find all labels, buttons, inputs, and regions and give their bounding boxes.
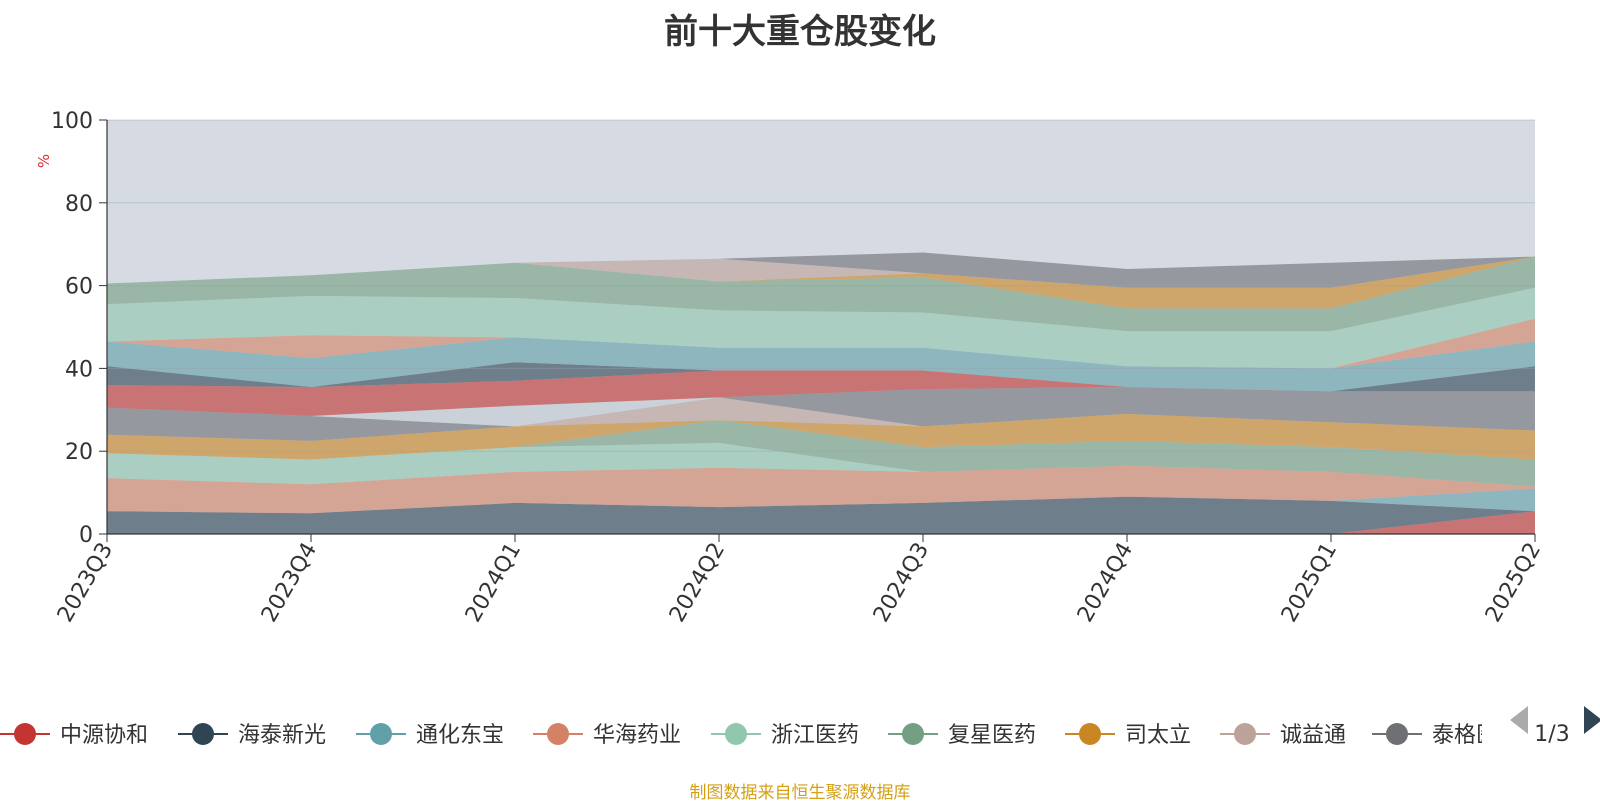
x-tick-label: 2024Q1: [461, 539, 526, 627]
legend-item[interactable]: 海泰新光: [178, 723, 326, 748]
legend-label: 诚益通: [1280, 723, 1346, 748]
y-tick-label: 60: [65, 275, 93, 300]
legend-label: 华海药业: [593, 723, 681, 748]
legend-marker: [902, 723, 924, 745]
legend-label: 海泰新光: [238, 723, 326, 748]
legend-item[interactable]: 华海药业: [533, 723, 681, 748]
area-series: [107, 337, 1535, 392]
area-series: [107, 397, 1535, 441]
legend-label: 泰格医药: [1432, 723, 1520, 748]
legend-next-icon[interactable]: [1584, 706, 1600, 734]
area-series: [107, 420, 1535, 487]
area-series: [107, 256, 1535, 332]
y-tick-label: 100: [51, 109, 93, 134]
area-series: [107, 442, 1535, 487]
legend-marker: [1234, 723, 1256, 745]
legend-page-indicator: 1/3: [1534, 722, 1569, 747]
y-tick-label: 0: [79, 523, 93, 548]
y-tick-label: 80: [65, 192, 93, 217]
area-series: [107, 252, 1535, 288]
legend: 中源协和 海泰新光 通化东宝 华海药业 浙江医药 复星医药 司太立 诚益通 泰格医药: [0, 723, 1520, 748]
legend-item[interactable]: 复星医药: [888, 723, 1036, 748]
area-series: [107, 362, 1535, 392]
legend-item[interactable]: 泰格医药: [1372, 723, 1520, 748]
legend-marker: [370, 723, 392, 745]
x-tick-label: 2025Q1: [1277, 539, 1342, 627]
x-tick-label: 2023Q4: [257, 539, 322, 627]
area-series: [107, 413, 1535, 460]
legend-item[interactable]: 浙江医药: [711, 723, 859, 748]
y-tick-label: 40: [65, 357, 93, 382]
legend-marker: [192, 723, 214, 745]
legend-item[interactable]: 中源协和: [0, 723, 148, 748]
area-series: [107, 370, 1535, 416]
area-series: [107, 287, 1535, 369]
legend-pager: 1/3: [1510, 706, 1600, 747]
area-layer: [107, 252, 1535, 534]
x-tick-label: 2024Q4: [1073, 539, 1138, 627]
area-series: [107, 465, 1535, 514]
area-series: [107, 256, 1535, 288]
legend-item[interactable]: 诚益通: [1220, 723, 1346, 748]
area-series: [107, 256, 1535, 309]
legend-item[interactable]: 司太立: [1065, 723, 1191, 748]
legend-label: 通化东宝: [416, 723, 504, 748]
legend-marker: [547, 723, 569, 745]
source-note: 制图数据来自恒生聚源数据库: [689, 783, 911, 803]
x-tick-label: 2023Q3: [53, 539, 118, 627]
legend-label: 浙江医药: [771, 723, 859, 748]
legend-prev-icon[interactable]: [1510, 706, 1528, 734]
legend-label: 复星医药: [948, 723, 1036, 748]
legend-label: 司太立: [1125, 723, 1191, 748]
area-series: [107, 318, 1535, 369]
legend-marker: [1386, 723, 1408, 745]
legend-marker: [14, 723, 36, 745]
y-tick-label: 20: [65, 440, 93, 465]
area-series: [107, 511, 1535, 534]
area-series: [107, 496, 1535, 534]
x-tick-label: 2025Q2: [1481, 539, 1546, 627]
legend-marker: [725, 723, 747, 745]
chart-title: 前十大重仓股变化: [664, 12, 936, 52]
x-tick-label: 2024Q3: [869, 539, 934, 627]
y-axis-unit: %: [35, 154, 53, 168]
area-series: [107, 387, 1535, 441]
legend-item[interactable]: 通化东宝: [356, 723, 504, 748]
legend-label: 中源协和: [60, 723, 148, 748]
legend-marker: [1079, 723, 1101, 745]
x-tick-label: 2024Q2: [665, 539, 730, 627]
area-series: [107, 387, 1535, 427]
